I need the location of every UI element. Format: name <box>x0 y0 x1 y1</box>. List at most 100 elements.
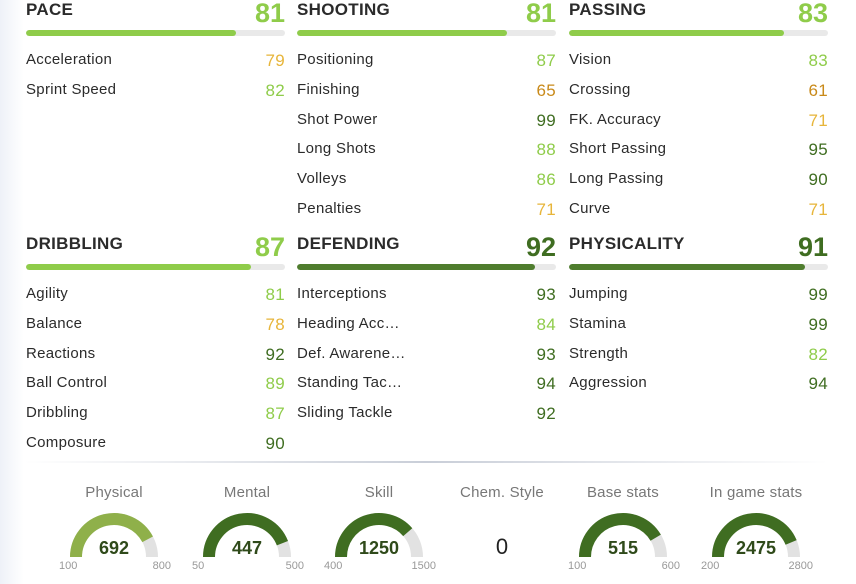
attribute-list: Vision 83 Crossing 61 FK. Accuracy 71 Short Pa… <box>569 50 828 229</box>
category-rating: 83 <box>797 0 828 28</box>
summary-in-game-stats: In game stats 2475 200 2800 <box>691 484 821 584</box>
attribute-row: Penalties 71 <box>297 199 556 229</box>
attribute-name: Standing Tac… <box>297 374 403 392</box>
summary-physical: Physical 692 100 800 <box>49 484 179 584</box>
category-bar-fill <box>297 30 507 36</box>
gauge-fill <box>335 513 413 558</box>
attribute-row: Long Shots 88 <box>297 139 556 169</box>
gauge-fill <box>712 513 797 558</box>
category-rating: 81 <box>525 0 556 28</box>
gauge-fill <box>203 513 289 558</box>
attribute-name: Reactions <box>26 344 96 362</box>
attribute-name: Ball Control <box>26 374 108 392</box>
gauge-min: 100 <box>568 560 587 572</box>
attribute-name: Heading Acc… <box>297 314 400 332</box>
attribute-row: Finishing 65 <box>297 80 556 110</box>
attribute-name: Agility <box>26 285 69 302</box>
attribute-name: Shot Power <box>297 110 378 128</box>
category-title: DEFENDING <box>297 234 400 253</box>
attribute-list: Interceptions 93 Heading Acc… 84 Def. Awaren… <box>297 284 556 433</box>
category-bar-fill <box>569 30 784 36</box>
gauge-min: 100 <box>59 560 78 572</box>
attribute-name: Long Passing <box>569 170 664 188</box>
attribute-row: Strength 82 <box>569 344 828 374</box>
attribute-row: Agility 81 <box>26 284 285 314</box>
attribute-name: Penalties <box>297 199 362 217</box>
attribute-name: Aggression <box>569 374 648 392</box>
category-title: DRIBBLING <box>26 234 124 253</box>
gauge-max: 600 <box>661 560 680 572</box>
attribute-name: Positioning <box>297 51 374 68</box>
attribute-name: Balance <box>26 314 83 332</box>
summary-value: 515 <box>607 538 639 558</box>
attribute-value: 93 <box>536 344 556 364</box>
gauge-max: 1500 <box>411 560 436 572</box>
attribute-row: Curve 71 <box>569 199 828 229</box>
page-background-tint <box>0 0 24 584</box>
summary-value: 0 <box>495 534 509 559</box>
attribute-value: 82 <box>265 80 285 100</box>
attribute-row: Dribbling 87 <box>26 403 285 433</box>
category-bar <box>297 264 556 270</box>
attribute-name: FK. Accuracy <box>569 110 661 128</box>
attribute-name: Dribbling <box>26 404 88 422</box>
attribute-name: Jumping <box>569 285 628 302</box>
attribute-name: Strength <box>569 344 629 362</box>
attribute-value: 92 <box>265 344 285 364</box>
summary-value: 1250 <box>358 538 400 558</box>
category-bar <box>569 264 828 270</box>
summary-label: Skill <box>364 484 394 501</box>
section-divider <box>24 461 828 463</box>
category-header: PASSING 83 <box>569 0 828 36</box>
attribute-row: Shot Power 99 <box>297 110 556 140</box>
category-header: SHOOTING 81 <box>297 0 556 36</box>
attribute-value: 89 <box>265 374 285 394</box>
category-title: PHYSICALITY <box>569 234 685 253</box>
summary-label: In game stats <box>709 484 803 501</box>
attribute-value: 84 <box>536 314 556 334</box>
attribute-row: Sprint Speed 82 <box>26 80 285 110</box>
category-header: DEFENDING 92 <box>297 232 556 270</box>
attribute-name: Volleys <box>297 170 347 188</box>
gauge-min: 400 <box>324 560 343 572</box>
attribute-row: Aggression 94 <box>569 373 828 403</box>
attribute-value: 88 <box>536 140 556 160</box>
attribute-row: Ball Control 89 <box>26 373 285 403</box>
attribute-value: 95 <box>808 140 828 160</box>
summary-label: Base stats <box>586 484 660 501</box>
gauge-arc <box>579 513 667 558</box>
attribute-name: Vision <box>569 51 612 68</box>
attribute-row: Short Passing 95 <box>569 139 828 169</box>
attribute-name: Sprint Speed <box>26 80 117 98</box>
attribute-name: Interceptions <box>297 285 387 302</box>
category-header: DRIBBLING 87 <box>26 232 285 270</box>
attribute-row: Sliding Tackle 92 <box>297 403 556 433</box>
attribute-name: Def. Awarene… <box>297 344 406 362</box>
attribute-row: Composure 90 <box>26 433 285 463</box>
category-shooting: SHOOTING 81 Positioning 87 Finishing 65 Shot P… <box>297 0 556 229</box>
attribute-name: Sliding Tackle <box>297 404 393 422</box>
attribute-value: 61 <box>808 80 828 100</box>
category-passing: PASSING 83 Vision 83 Crossing 61 FK. Accuracy 7… <box>569 0 828 229</box>
attribute-name: Crossing <box>569 80 631 98</box>
gauge-arc <box>335 513 423 558</box>
category-bar-fill <box>26 264 252 270</box>
attribute-value: 71 <box>536 199 556 219</box>
category-rating: 81 <box>254 0 285 28</box>
category-bar-fill <box>297 264 536 270</box>
category-bar <box>569 30 828 36</box>
attribute-row: Long Passing 90 <box>569 169 828 199</box>
attribute-value: 83 <box>808 51 828 70</box>
summary-value: 2475 <box>735 538 777 558</box>
attribute-row: Interceptions 93 <box>297 284 556 314</box>
category-rating: 91 <box>797 232 828 262</box>
attribute-value: 99 <box>808 285 828 304</box>
attribute-value: 87 <box>265 404 285 424</box>
attribute-row: Standing Tac… 94 <box>297 373 556 403</box>
attribute-row: Reactions 92 <box>26 344 285 374</box>
gauge-min: 200 <box>701 560 720 572</box>
attribute-row: Def. Awarene… 93 <box>297 344 556 374</box>
category-bar-fill <box>569 264 805 270</box>
category-physicality: PHYSICALITY 91 Jumping 99 Stamina 99 Strength 8… <box>569 232 828 403</box>
category-rating: 92 <box>525 232 556 262</box>
